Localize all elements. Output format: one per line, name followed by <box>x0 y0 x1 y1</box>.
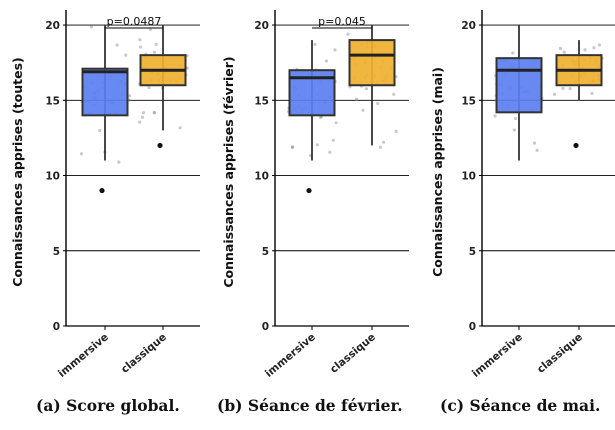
chart-panel-1: 0 5 10 15 20 Connaissances apprises (toutes) i… <box>10 10 200 380</box>
jitter-point-immersive <box>290 145 295 149</box>
jitter-point-immersive <box>331 138 335 142</box>
x-tick-label-immersive: immersive <box>263 331 318 380</box>
jitter-point-classique <box>561 86 565 90</box>
jitter-point-classique <box>382 140 386 144</box>
caption-panel-a: (a) Score global. <box>36 396 180 415</box>
y-tick-label-10: 10 <box>254 171 269 183</box>
jitter-point-immersive <box>532 141 537 145</box>
p-value-label: p=0.045 <box>318 15 366 28</box>
y-tick-label-10: 10 <box>461 171 476 183</box>
caption-panel-c: (c) Séance de mai. <box>440 396 601 415</box>
outlier-point-classique <box>157 142 163 149</box>
jitter-point-immersive <box>89 25 93 29</box>
jitter-point-classique <box>392 92 396 96</box>
jitter-point-classique <box>138 38 142 42</box>
y-tick-label-0: 0 <box>469 321 476 333</box>
jitter-point-classique <box>148 27 152 32</box>
jitter-point-immersive <box>127 94 132 98</box>
jitter-point-immersive <box>493 114 497 118</box>
box-immersive <box>495 57 543 114</box>
outlier-point-immersive <box>306 187 312 194</box>
jitter-point-classique <box>153 111 157 115</box>
jitter-point-classique <box>583 48 587 52</box>
jitter-point-classique <box>552 92 557 96</box>
y-tick-label-15: 15 <box>461 95 476 107</box>
jitter-point-classique <box>361 108 365 112</box>
y-axis-title: Connaissances apprises (toutes) <box>10 57 25 286</box>
outlier-point-classique <box>573 142 579 149</box>
jitter-point-classique <box>354 97 359 101</box>
y-tick-label-5: 5 <box>53 246 60 258</box>
jitter-point-immersive <box>324 59 329 63</box>
p-value-label: p=0.0487 <box>107 15 162 28</box>
jitter-point-immersive <box>512 128 516 132</box>
jitter-point-immersive <box>117 160 121 164</box>
jitter-point-classique <box>558 46 563 51</box>
jitter-point-classique <box>592 46 596 50</box>
y-tick-label-20: 20 <box>45 20 60 32</box>
jitter-point-immersive <box>290 146 295 150</box>
jitter-point-classique <box>138 120 142 124</box>
x-tick-label-classique: classique <box>328 331 378 376</box>
jitter-point-immersive <box>334 121 338 125</box>
y-tick-label-0: 0 <box>53 321 60 333</box>
chart-panel-3: 0 5 10 15 20 Connaissances apprises (mai) imme… <box>430 10 615 380</box>
jitter-point-classique <box>152 110 156 114</box>
jitter-point-classique <box>141 111 146 115</box>
jitter-point-classique <box>139 45 143 49</box>
jitter-point-classique <box>364 87 368 91</box>
jitter-point-immersive <box>318 115 323 120</box>
jitter-point-immersive <box>127 98 131 102</box>
box-immersive <box>81 67 129 117</box>
x-tick-label-immersive: immersive <box>470 331 525 380</box>
jitter-point-classique <box>346 32 350 36</box>
jitter-point-immersive <box>79 152 84 156</box>
jitter-point-classique <box>154 42 158 47</box>
y-tick-label-5: 5 <box>469 246 476 258</box>
y-tick-label-5: 5 <box>262 246 269 258</box>
y-tick-label-20: 20 <box>254 20 269 32</box>
x-tick-label-immersive: immersive <box>56 331 111 380</box>
jitter-point-classique <box>562 50 566 54</box>
jitter-point-classique <box>376 101 380 106</box>
y-tick-label-15: 15 <box>254 95 269 107</box>
y-tick-label-15: 15 <box>45 95 60 107</box>
outlier-point-immersive <box>99 187 105 194</box>
y-tick-label-10: 10 <box>45 171 60 183</box>
jitter-point-immersive <box>313 42 317 47</box>
jitter-point-immersive <box>511 51 515 55</box>
jitter-point-immersive <box>333 48 337 52</box>
box-classique <box>348 39 396 87</box>
y-tick-label-20: 20 <box>461 20 476 32</box>
jitter-point-immersive <box>315 143 319 147</box>
jitter-point-immersive <box>124 53 128 57</box>
jitter-point-classique <box>378 145 383 149</box>
chart-panel-2: 0 5 10 15 20 Connaissances apprises (février)… <box>221 10 409 380</box>
jitter-point-classique <box>590 91 594 95</box>
jitter-point-classique <box>597 43 602 47</box>
jitter-point-classique <box>147 86 151 90</box>
x-tick-label-classique: classique <box>535 331 585 376</box>
jitter-point-immersive <box>535 148 539 152</box>
jitter-point-immersive <box>514 116 518 121</box>
x-tick-label-classique: classique <box>119 331 169 376</box>
jitter-point-immersive <box>98 128 102 133</box>
jitter-point-classique <box>152 50 156 54</box>
jitter-point-immersive <box>328 150 332 154</box>
y-axis-title: Connaissances apprises (février) <box>221 56 236 287</box>
jitter-point-classique <box>140 115 145 119</box>
jitter-point-classique <box>568 87 572 91</box>
caption-panel-b: (b) Séance de février. <box>217 396 403 415</box>
jitter-point-classique <box>178 126 182 130</box>
y-axis-title: Connaissances apprises (mai) <box>430 67 445 277</box>
jitter-point-classique <box>394 129 398 133</box>
jitter-point-immersive <box>115 43 119 47</box>
y-tick-label-0: 0 <box>262 321 269 333</box>
